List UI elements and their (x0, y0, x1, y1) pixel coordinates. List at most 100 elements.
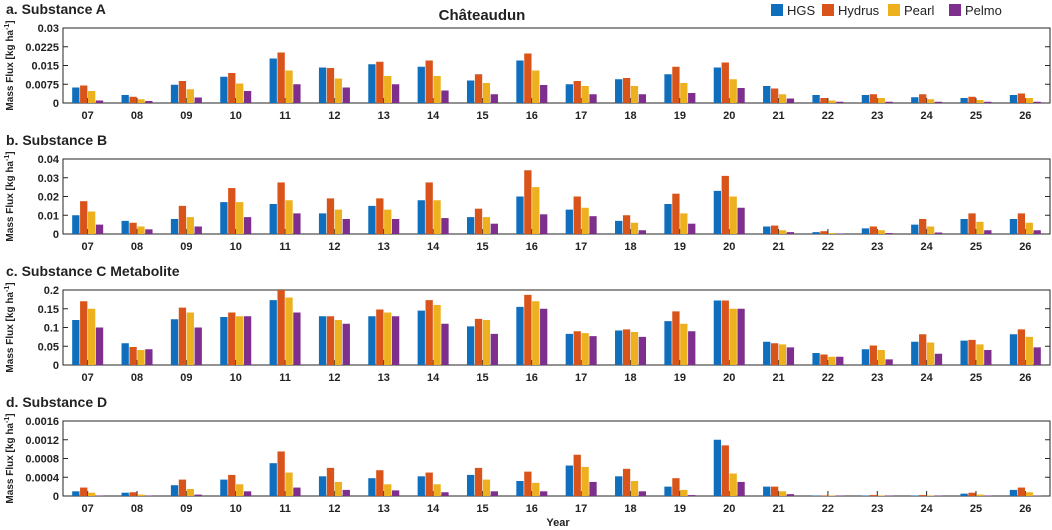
bar-hydrus-21 (770, 486, 779, 496)
x-tick-label: 09 (180, 110, 192, 122)
x-tick-label: 24 (921, 503, 934, 515)
bar-hgs-16 (516, 306, 524, 365)
bar-pelmo-25 (984, 230, 992, 234)
bar-pelmo-25 (984, 350, 992, 365)
x-tick-label: 07 (82, 241, 94, 253)
x-tick-label: 10 (230, 503, 242, 515)
x-tick-label: 13 (378, 241, 390, 253)
bar-hydrus-21 (770, 225, 779, 234)
bar-pelmo-23 (885, 359, 893, 365)
chart-panels: a. Substance A00.00750.0150.02250.03Mass… (4, 1, 1051, 515)
x-tick-label: 11 (279, 241, 291, 253)
bar-pelmo-12 (342, 323, 350, 365)
bar-hgs-26 (1009, 489, 1018, 496)
bar-pelmo-16 (540, 308, 548, 365)
bar-hydrus-17 (573, 196, 581, 234)
bar-pearl-16 (532, 70, 540, 103)
x-tick-label: 21 (772, 241, 784, 253)
x-tick-label: 24 (921, 110, 934, 122)
x-tick-label: 08 (131, 372, 143, 384)
bar-hgs-26 (1009, 95, 1018, 103)
bar-pearl-19 (680, 83, 688, 103)
x-tick-label: 24 (921, 241, 934, 253)
bar-hgs-15 (466, 326, 475, 365)
chart-panel-1: a. Substance A 0 0.0075 0.015 0.0225 0.03 Mass… (4, 1, 1051, 122)
bar-pearl-13 (384, 76, 392, 103)
bar-hydrus-11 (277, 52, 285, 103)
bar-hydrus-25 (968, 96, 976, 103)
y-axis-label-text: Mass Flux [kg ha (5, 292, 16, 373)
bar-hgs-18 (615, 79, 623, 103)
y-tick-label: 0.15 (38, 304, 59, 316)
bar-pearl-18 (630, 222, 639, 234)
bar-pearl-10 (236, 316, 244, 365)
bar-pelmo-08 (145, 101, 153, 103)
bar-pearl-22 (828, 100, 836, 103)
x-tick-label: 17 (575, 372, 587, 384)
x-tick-label: 19 (674, 372, 686, 384)
bar-pelmo-19 (688, 223, 696, 234)
bar-hydrus-10 (228, 73, 236, 103)
bar-pelmo-20 (737, 88, 745, 103)
x-tick-label: 18 (624, 241, 636, 253)
x-tick-label: 16 (526, 241, 538, 253)
chart-panel-2: b. Substance B 0 0.01 0.02 0.03 0.04 Mass Flux… (4, 132, 1051, 253)
legend-swatch-pelmo (949, 4, 961, 16)
bar-hydrus-21 (770, 343, 779, 365)
x-tick-label: 14 (427, 372, 440, 384)
bar-pearl-15 (482, 217, 491, 234)
bar-pelmo-13 (391, 490, 400, 496)
bar-hydrus-16 (524, 294, 532, 365)
bar-hydrus-23 (869, 495, 877, 496)
bar-hgs-22 (812, 232, 820, 234)
bar-hydrus-16 (524, 170, 532, 234)
bar-pelmo-23 (885, 101, 893, 103)
bar-hydrus-19 (672, 311, 680, 365)
bar-hydrus-12 (326, 316, 335, 365)
bar-pearl-11 (285, 70, 293, 103)
bar-hgs-11 (269, 463, 277, 496)
legend-label-pelmo: Pelmo (965, 3, 1002, 18)
bar-pearl-11 (285, 297, 293, 365)
legend-label-pearl: Pearl (904, 3, 934, 18)
bar-pearl-17 (581, 207, 589, 234)
x-tick-label: 09 (180, 241, 192, 253)
x-tick-label: 25 (970, 241, 982, 253)
chart-panel-3: c. Substance C Metabolite 0 0.05 0.1 0.15 0.2… (4, 263, 1051, 384)
bar-hgs-08 (121, 220, 129, 234)
bar-hydrus-09 (178, 81, 187, 103)
bar-pearl-10 (236, 83, 244, 103)
bar-pearl-12 (334, 209, 343, 234)
y-tick-label: 0 (53, 98, 59, 110)
bar-hgs-15 (466, 80, 475, 103)
bar-pearl-12 (334, 78, 343, 103)
bar-pelmo-12 (342, 489, 350, 496)
y-axis-label-end: ] (5, 151, 16, 154)
x-tick-label: 16 (526, 503, 538, 515)
x-tick-label: 20 (723, 241, 735, 253)
bar-hgs-09 (170, 485, 179, 496)
legend-swatch-hydrus (822, 4, 834, 16)
bar-hydrus-24 (919, 495, 927, 496)
x-axis-label: Year (546, 517, 570, 529)
bar-hgs-13 (368, 205, 376, 234)
x-tick-label: 10 (230, 241, 242, 253)
bar-hydrus-13 (376, 198, 384, 234)
bar-hydrus-07 (80, 85, 88, 103)
bar-pelmo-16 (540, 85, 548, 103)
y-tick-label: 0.0075 (25, 79, 59, 91)
bar-pearl-17 (581, 86, 589, 103)
bar-pelmo-26 (1033, 101, 1041, 103)
axes-frame (62, 27, 1051, 104)
x-tick-label: 17 (575, 110, 587, 122)
bar-pearl-09 (186, 488, 194, 496)
x-tick-label: 12 (328, 503, 340, 515)
bar-pearl-23 (877, 98, 885, 103)
bar-hydrus-11 (277, 290, 285, 365)
bar-pearl-09 (186, 89, 194, 103)
bar-hydrus-20 (721, 62, 729, 103)
x-tick-label: 26 (1019, 110, 1031, 122)
legend-label-hydrus: Hydrus (838, 3, 880, 18)
bar-pelmo-23 (885, 233, 893, 234)
x-tick-label: 13 (378, 110, 390, 122)
